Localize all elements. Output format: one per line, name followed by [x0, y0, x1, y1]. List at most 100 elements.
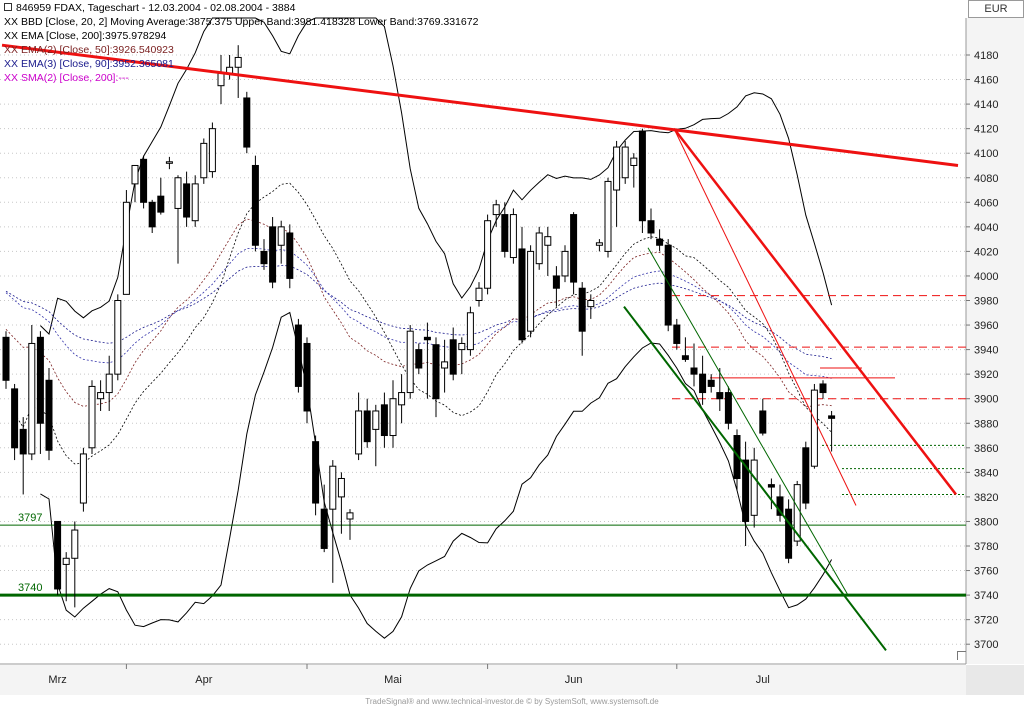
candle [604, 177, 612, 258]
bollinger-middle-line [14, 182, 832, 465]
candle [733, 429, 741, 491]
legend-prefix: XX [4, 72, 19, 84]
candle-body [260, 250, 268, 265]
y-axis-labels: 3700 3720 3740 3760 3780 3800 3820 3840 3860 3880… [966, 50, 998, 651]
candle-body [277, 226, 285, 246]
candle [122, 190, 130, 295]
candle-body [191, 183, 199, 222]
candle-body [423, 336, 431, 341]
candle [819, 380, 827, 399]
candle-body [544, 236, 552, 246]
candle [810, 383, 818, 469]
candle-body [587, 300, 595, 308]
y-tick-label: 3760 [974, 566, 998, 578]
candle [638, 128, 646, 233]
candle-body [501, 214, 509, 252]
legend-prefix: XX [4, 58, 19, 70]
candle-body [810, 389, 818, 467]
candle-body [828, 415, 836, 419]
candle-body [243, 97, 251, 148]
candle-body [303, 342, 311, 412]
candle [690, 343, 698, 387]
candle-body [208, 128, 216, 173]
y-tick-label: 3780 [974, 541, 998, 553]
candle-body [432, 344, 440, 400]
candle-body [363, 410, 371, 443]
candle [501, 202, 509, 258]
candle [707, 374, 715, 393]
y-tick-label: 3860 [974, 443, 998, 455]
candle [449, 327, 457, 381]
candle [131, 164, 139, 203]
candle-body [2, 336, 10, 381]
candle-body [656, 238, 664, 246]
y-tick-label: 3980 [974, 296, 998, 308]
candle-body [466, 312, 474, 351]
candle-body [131, 164, 139, 185]
candle-body [415, 349, 423, 369]
legend-text: EMA [Close, 200]:3975.978294 [20, 30, 167, 42]
ema200-line [5, 265, 832, 359]
candle-body [578, 287, 586, 332]
candle [286, 224, 294, 289]
candle [561, 245, 569, 283]
candle [28, 325, 36, 461]
bollinger-lower-band [40, 311, 833, 639]
support-level-label: 3797 [18, 512, 42, 524]
candle-body [174, 177, 182, 209]
candle [647, 208, 655, 240]
x-tick-label: Mai [384, 674, 402, 686]
candle [97, 380, 105, 411]
candle [234, 45, 242, 98]
candle [544, 226, 552, 276]
candle-body [509, 214, 517, 259]
candle-body [638, 130, 646, 222]
candle-body [380, 404, 388, 437]
candle-body [337, 477, 345, 498]
candle [303, 337, 311, 424]
candle [183, 171, 191, 227]
candle [346, 509, 354, 540]
y-tick-label: 4080 [974, 173, 998, 185]
legend-sma200: XX SMA(2) [Close, 200]:--- [4, 71, 129, 85]
candle-body [475, 287, 483, 302]
long-resistance-trendline [1, 43, 959, 167]
candle-body [441, 361, 449, 369]
candle [716, 368, 724, 411]
resize-handle-icon[interactable] [957, 651, 966, 660]
candle [415, 343, 423, 375]
candle [552, 266, 560, 307]
candle-body [484, 220, 492, 289]
candle [484, 214, 492, 295]
candle-body [664, 244, 672, 326]
level-lines-layer: 3797 3740 [0, 295, 966, 597]
y-tick-label: 3940 [974, 345, 998, 357]
candle-body [355, 410, 363, 455]
candle-body [613, 146, 621, 191]
candle [423, 322, 431, 399]
candle-body [79, 453, 87, 504]
candle [630, 153, 638, 188]
candle-body [535, 232, 543, 265]
candle [208, 122, 216, 178]
candle-body [759, 410, 767, 434]
chart-title-text: 846959 FDAX, Tageschart - 12.03.2004 - 0… [16, 2, 296, 14]
candle [527, 245, 535, 338]
candle-body [621, 146, 629, 179]
candle [828, 410, 836, 452]
candle-body [62, 557, 70, 565]
candle [664, 239, 672, 332]
support-trendline [623, 306, 887, 651]
legend-text: SMA(2) [Close, 200]:--- [20, 72, 129, 84]
candle [277, 220, 285, 264]
candle [79, 447, 87, 512]
legend-prefix: XX [4, 16, 19, 28]
candle [329, 460, 337, 583]
candle [36, 331, 44, 454]
candle-body [234, 56, 242, 68]
candle [802, 441, 810, 510]
candles-layer [2, 45, 836, 608]
candle [71, 521, 79, 608]
candle [243, 91, 251, 154]
